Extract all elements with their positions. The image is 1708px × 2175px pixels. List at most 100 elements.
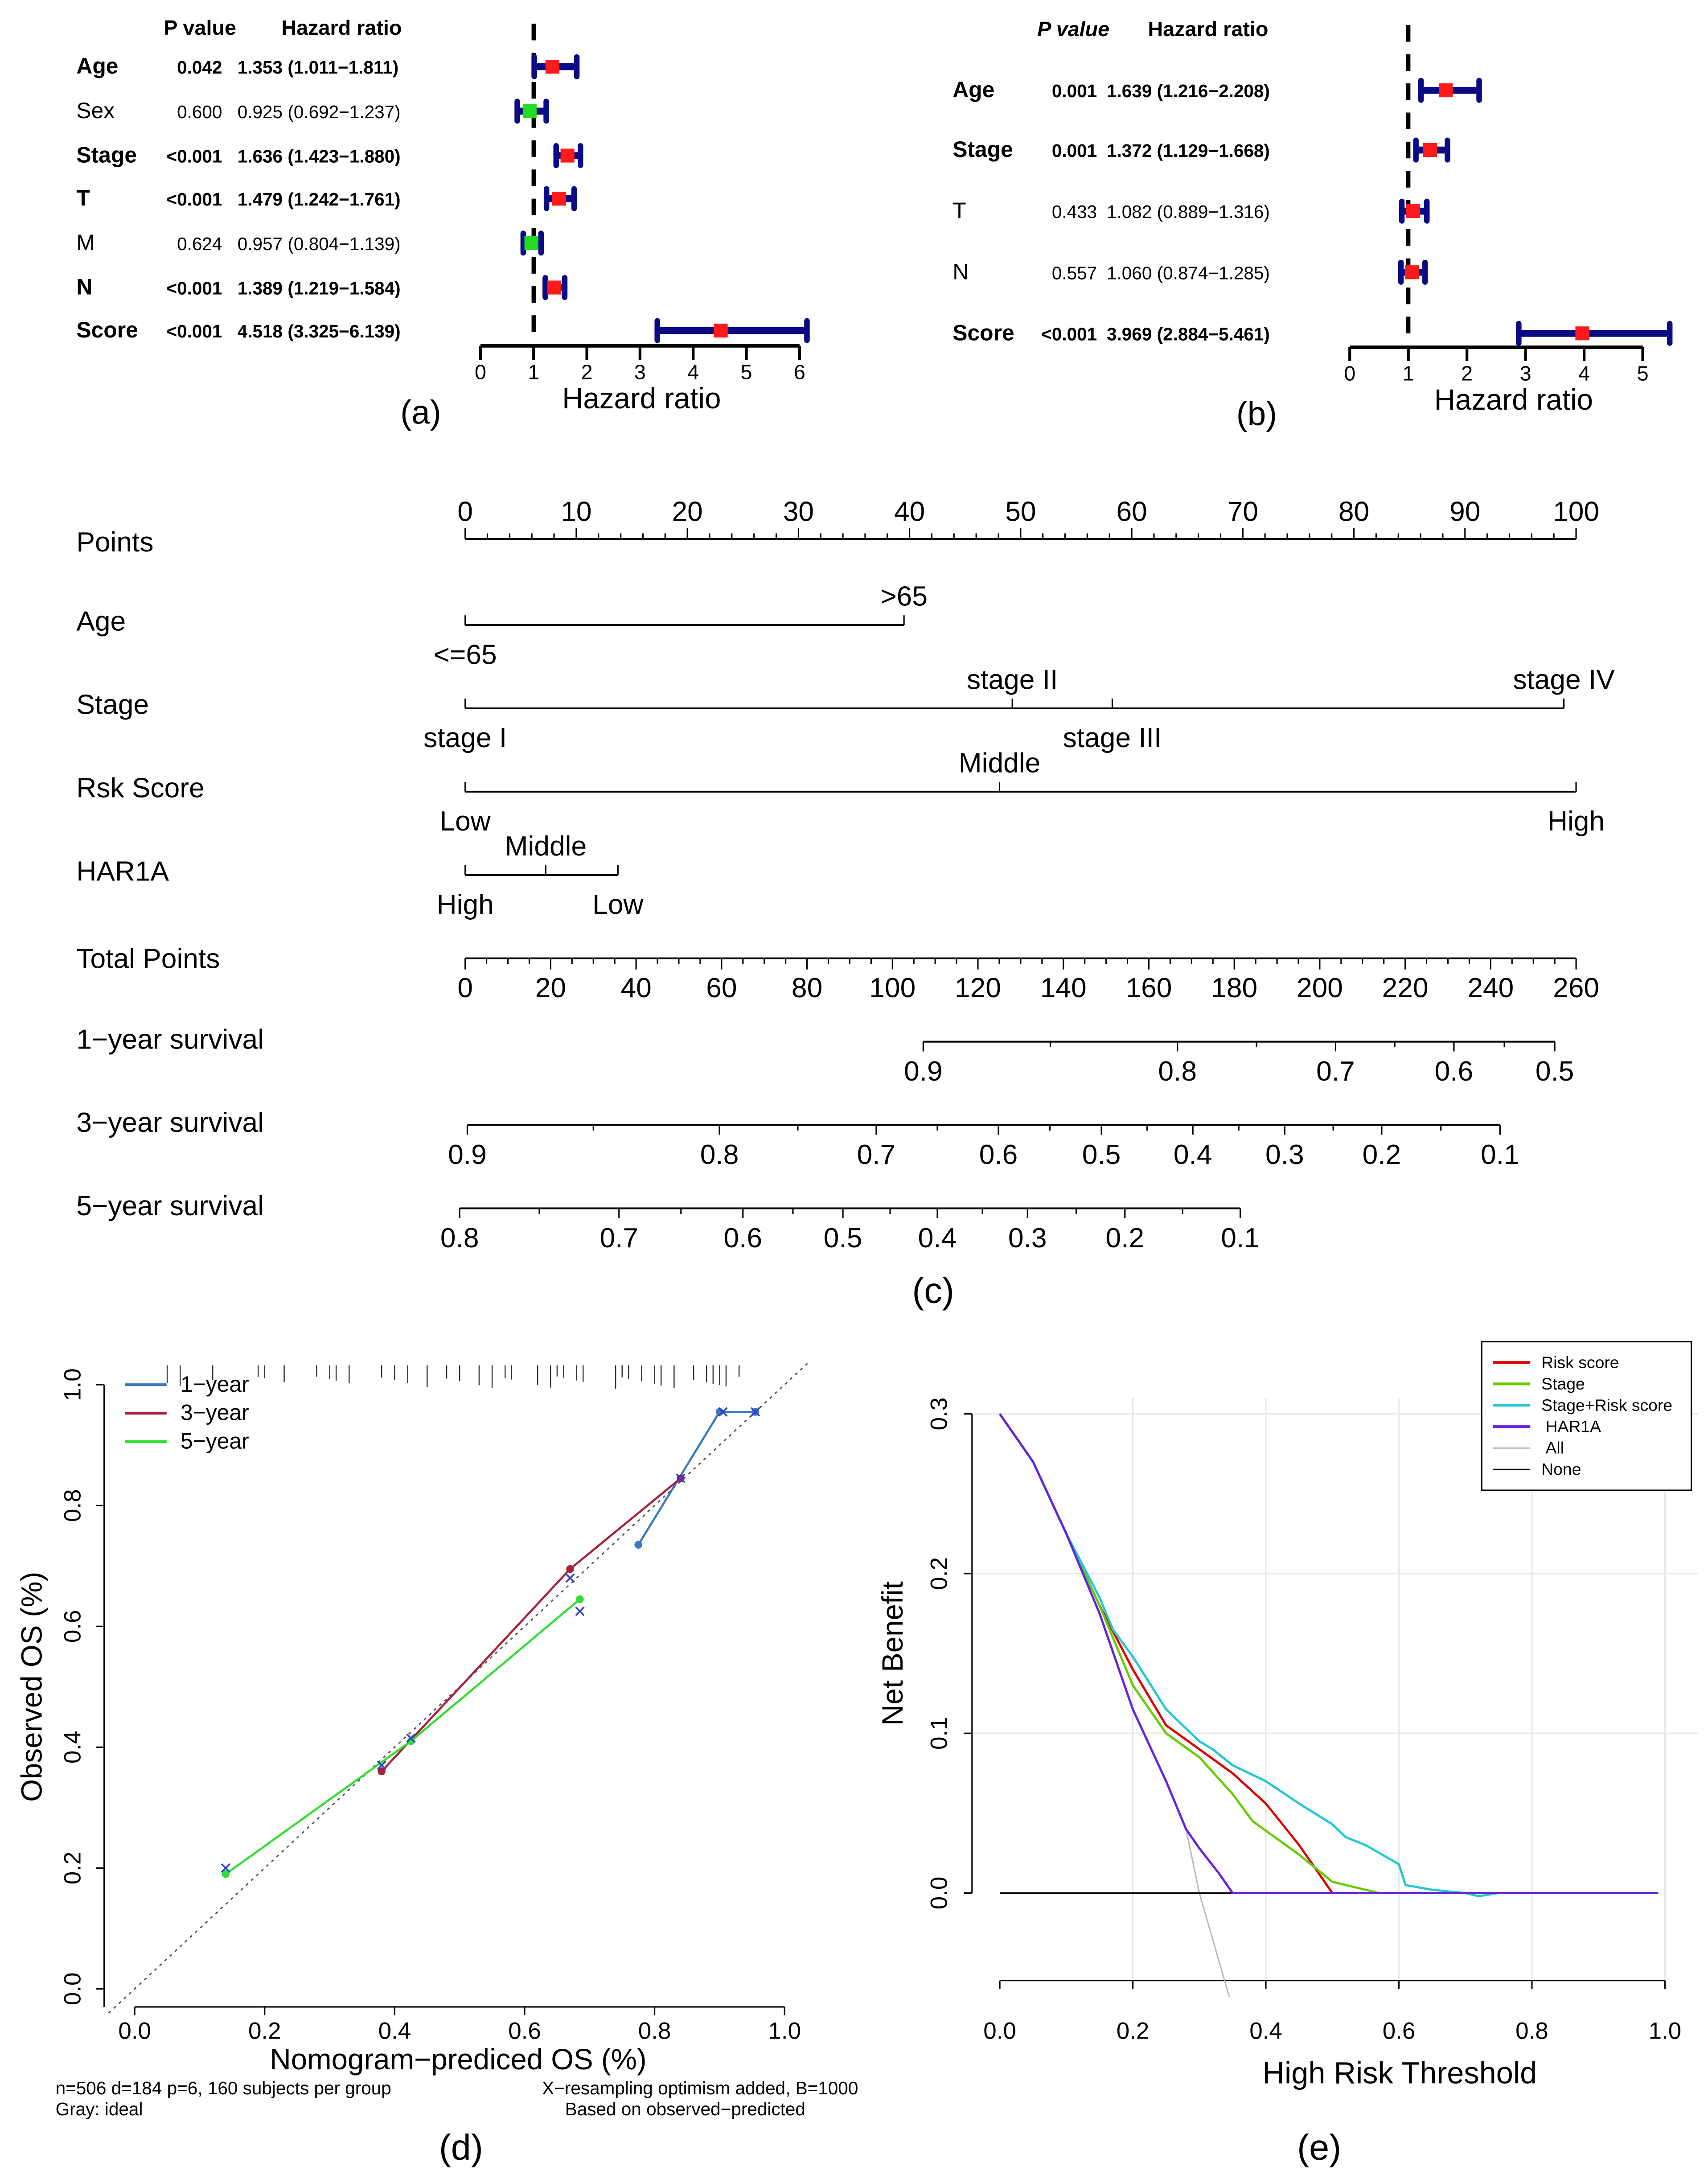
x-tick-label: 0.0 [118,2018,151,2044]
hr-point [1406,204,1421,218]
x-tick-label: 3 [1520,362,1531,385]
p-value-header: P value [1037,17,1109,41]
legend-label: 5−year [181,1429,249,1454]
p-value: 0.624 [177,234,222,254]
legend-label: HAR1A [1545,1417,1601,1436]
survival-tick-label: 0.9 [448,1139,487,1170]
y-tick-label: 0.1 [926,1717,953,1750]
hazard-ratio-text: 4.518 (3.325−6.139) [238,321,401,341]
x-tick-label: 1 [528,361,539,384]
row-label: 5−year survival [76,1191,264,1221]
hr-point [545,60,559,74]
corrected-point-x [221,1863,230,1873]
survival-tick-label: 0.7 [1316,1056,1355,1087]
y-tick-label: 0.2 [60,1852,86,1885]
variable-tick-label: stage IV [1513,664,1615,695]
x-axis-label: Hazard ratio [1434,383,1593,416]
total-points-tick-label: 160 [1125,973,1172,1003]
y-tick-label: 0.0 [60,1973,86,2006]
hazard-ratio-text: 1.639 (1.216−2.208) [1107,81,1270,101]
hr-point [524,236,538,250]
panel-label: (b) [1236,395,1277,432]
x-tick-label: 3 [634,361,646,384]
total-points-tick-label: 80 [792,973,822,1003]
x-tick-label: 2 [1461,362,1473,385]
hr-point [560,148,575,163]
total-points-tick-label: 60 [706,973,737,1003]
corrected-point-x [377,1760,386,1770]
x-tick-label: 6 [794,361,805,384]
x-tick-label: 5 [1637,362,1649,385]
x-tick-label: 1 [1403,362,1414,385]
variable-tick-label: <=65 [434,639,497,670]
hazard-ratio-text: 1.479 (1.242−1.761) [238,189,401,210]
points-tick-label: 70 [1228,496,1258,527]
survival-tick-label: 0.2 [1105,1223,1144,1254]
hr-point [714,324,728,338]
points-tick-label: 100 [1553,496,1599,527]
points-tick-label: 40 [894,496,925,527]
survival-tick-label: 0.5 [824,1223,862,1254]
series-line [999,1413,1659,1894]
x-tick-label: 4 [1578,362,1590,385]
legend-label: Risk score [1541,1353,1619,1372]
panel-e-decision-curve: 0.0 0.2 0.4 0.6 0.8 1.0 0.0 0.1 0.2 0.3 Net Benefi… [876,1341,1699,2168]
hazard-ratio-text: 1.636 (1.423−1.880) [238,146,401,167]
row-label: N [953,259,969,284]
row-label: HAR1A [76,856,169,887]
survival-tick-label: 0.5 [1082,1139,1121,1170]
x-tick-label: 0.6 [1383,2018,1416,2044]
points-tick-label: 50 [1005,496,1036,527]
p-value: <0.001 [166,146,222,167]
y-tick-label: 0.2 [926,1557,953,1590]
variable-tick-label: Low [592,889,644,920]
panel-c-nomogram: Points 0 10 20 30 40 50 60 70 80 90 100 Age <=65 >65 St… [76,496,1615,1311]
x-tick-label: 1.0 [768,2018,801,2044]
variable-tick-label: High [437,889,494,920]
variable-tick-label: stage I [423,723,507,753]
survival-tick-label: 0.8 [700,1139,739,1170]
total-points-tick-label: 140 [1040,973,1087,1003]
total-points-tick-label: 240 [1467,973,1514,1003]
survival-tick-label: 0.3 [1265,1139,1304,1170]
p-value-header: P value [164,16,236,39]
panel-label: (a) [400,393,441,431]
row-label: N [76,275,92,300]
row-label: T [953,198,966,223]
hazard-ratio-text: 0.925 (0.692−1.237) [238,102,401,122]
survival-tick-label: 0.3 [1008,1223,1047,1254]
hr-point [552,192,566,206]
legend-label: Stage [1541,1374,1585,1393]
total-points-tick-label: 200 [1297,973,1343,1003]
survival-tick-label: 0.5 [1536,1056,1574,1087]
legend-box [1481,1341,1692,1491]
legend-label: None [1541,1460,1581,1479]
hazard-ratio-text: 1.353 (1.011−1.811) [238,57,398,78]
survival-tick-label: 0.6 [1435,1056,1474,1087]
y-tick-label: 0.0 [926,1877,953,1910]
variable-tick-label: stage II [967,664,1058,695]
survival-tick-label: 0.6 [723,1223,762,1254]
x-tick-label: 0.2 [1117,2018,1150,2044]
row-label: Stage [76,689,149,720]
x-tick-label: 0.4 [1249,2018,1282,2044]
row-label: Age [76,606,126,637]
corrected-point-x [406,1733,416,1743]
hazard-ratio-header: Hazard ratio [281,16,402,39]
survival-tick-label: 0.8 [440,1223,479,1254]
series-point [576,1595,584,1603]
points-tick-label: 80 [1338,496,1369,527]
row-label: Rsk Score [76,773,204,803]
survival-tick-label: 0.4 [918,1223,957,1254]
hazard-ratio-text: 1.372 (1.129−1.668) [1107,140,1270,161]
corrected-point-x [750,1407,760,1417]
variable-tick-label: High [1548,806,1605,837]
row-label: T [76,185,90,210]
row-label: Stage [76,143,137,168]
corrected-point-x [575,1606,585,1616]
hr-point [1423,143,1437,157]
hr-point [1575,326,1589,341]
row-label: Points [76,527,153,558]
points-tick-label: 20 [672,496,702,527]
